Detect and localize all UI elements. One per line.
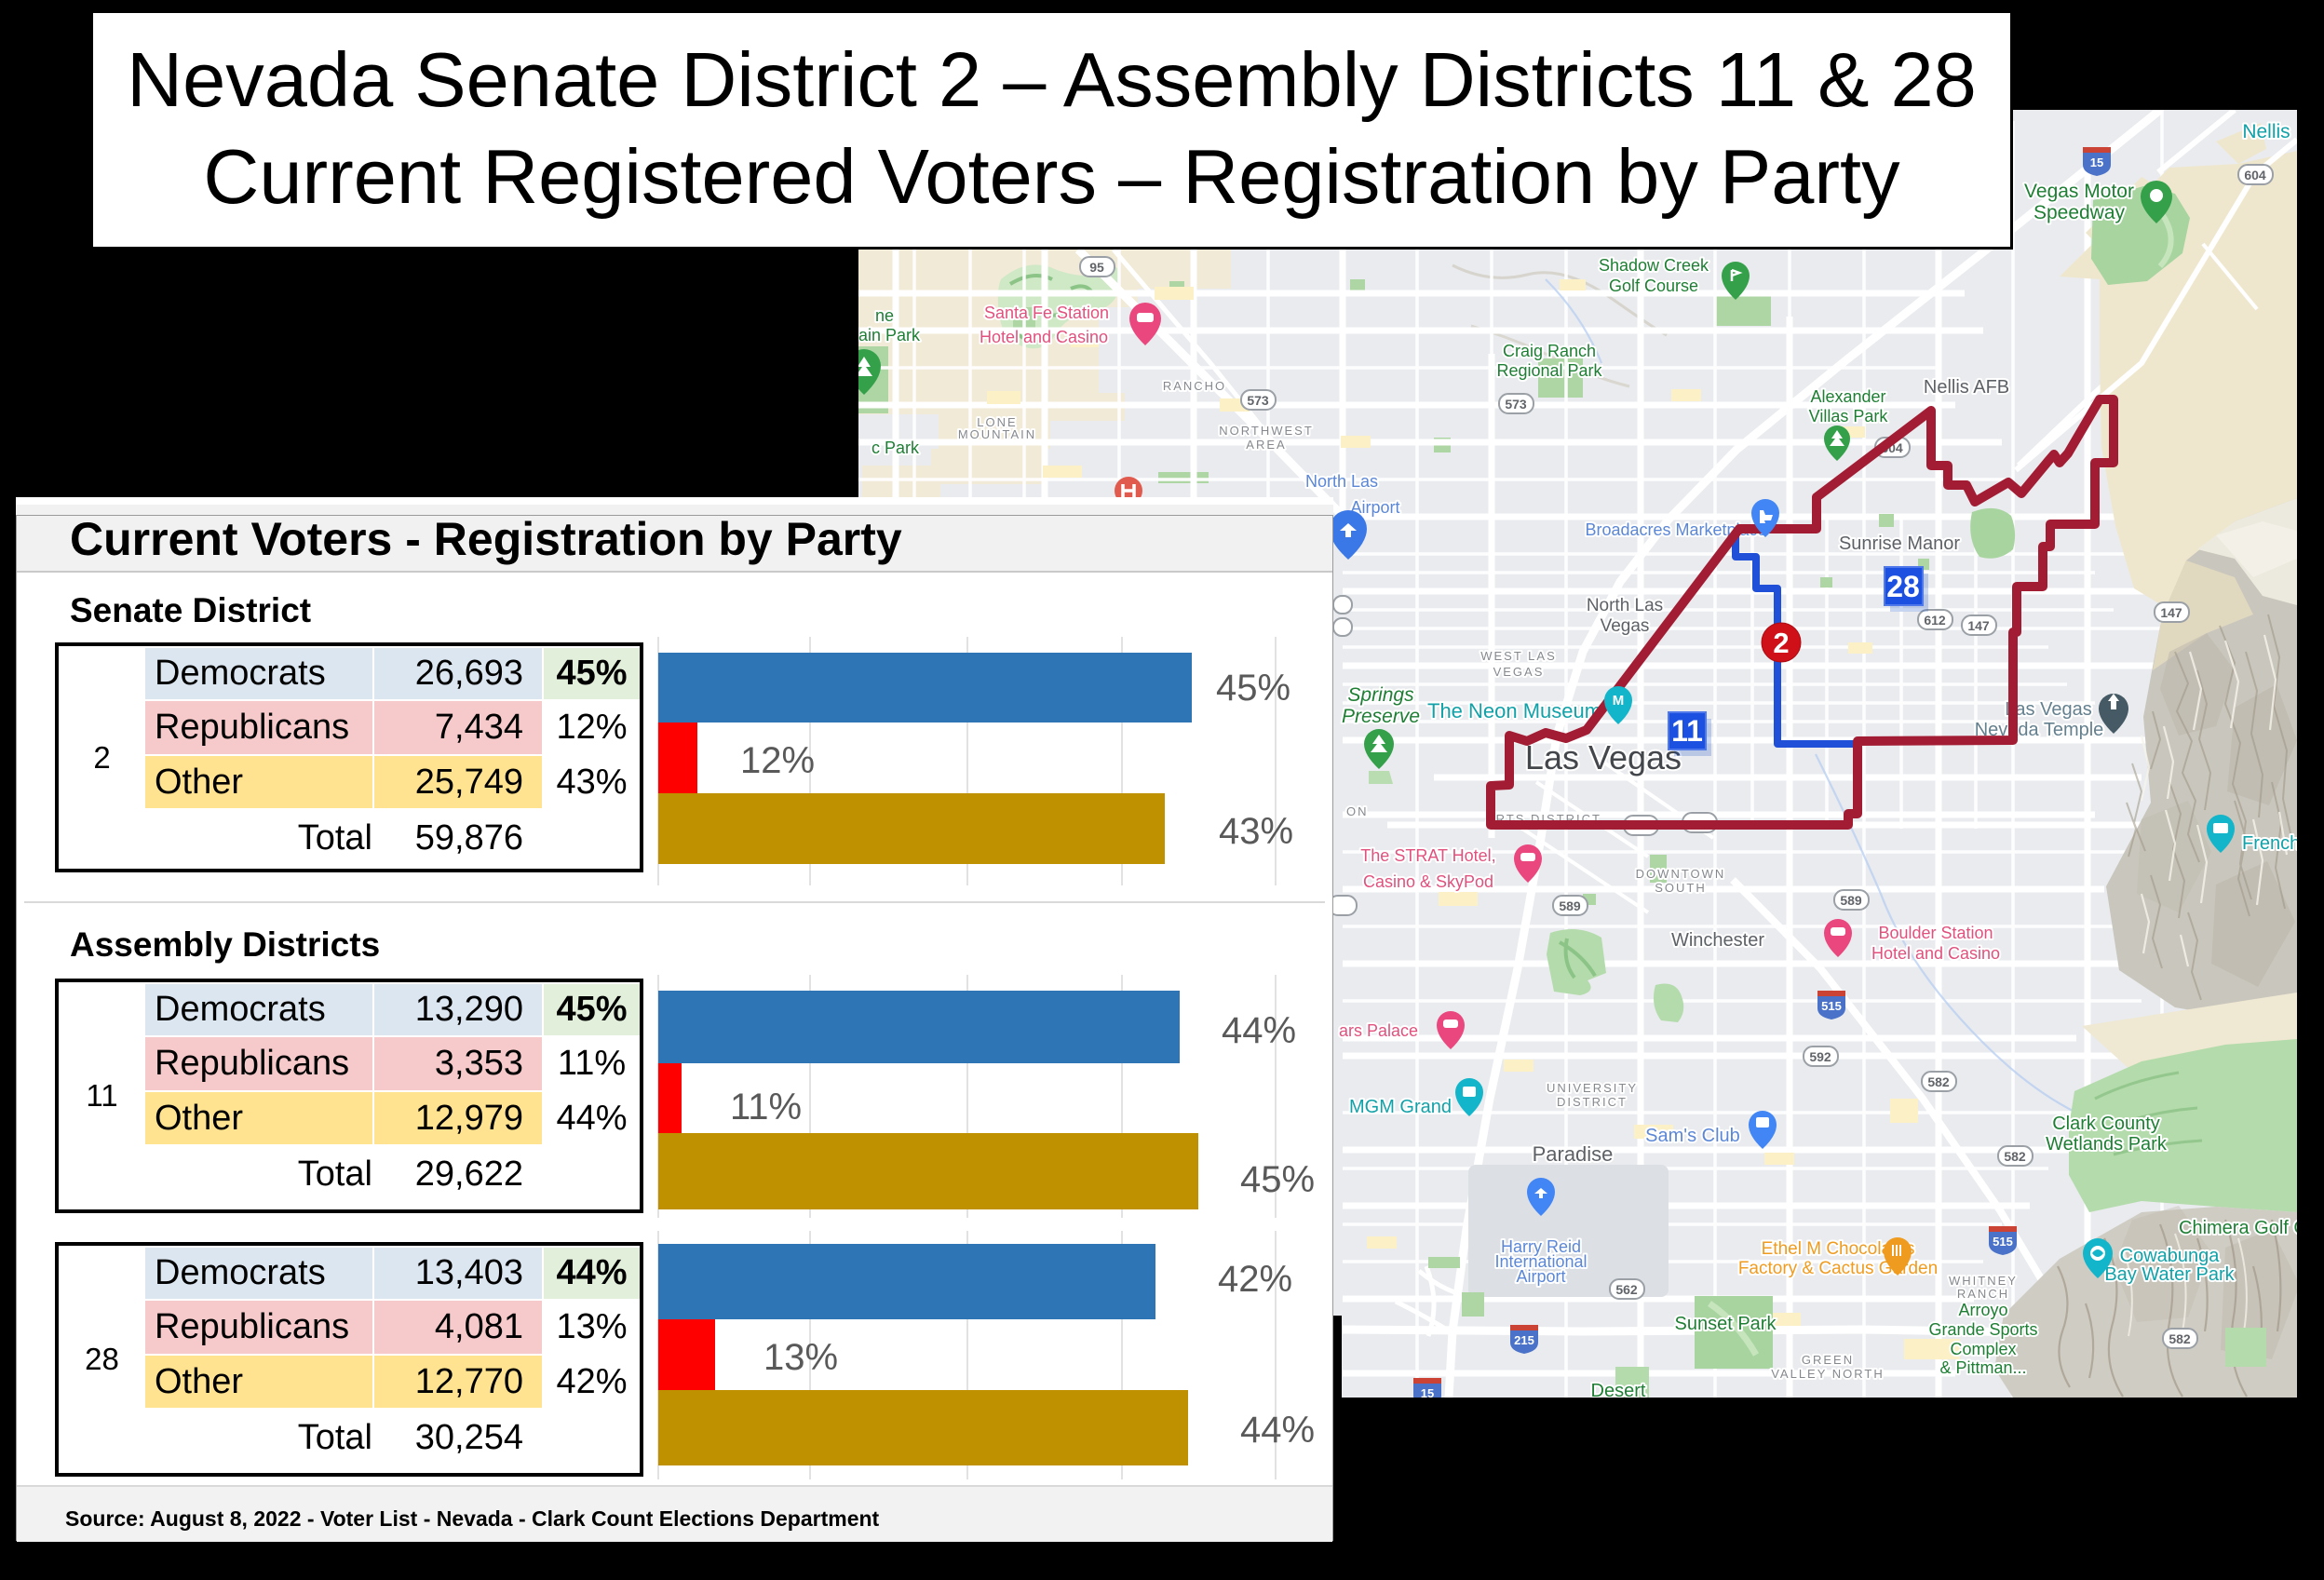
svg-text:Craig Ranch: Craig Ranch <box>1503 342 1596 360</box>
svg-text:147: 147 <box>2160 605 2182 620</box>
svg-text:Sunrise Manor: Sunrise Manor <box>1839 533 1960 554</box>
svg-text:13%: 13% <box>763 1337 838 1378</box>
svg-text:Arroyo: Arroyo <box>1958 1301 2007 1319</box>
svg-text:Boulder Station: Boulder Station <box>1878 924 1993 942</box>
svg-text:Speedway: Speedway <box>2034 202 2126 223</box>
svg-text:2: 2 <box>1773 627 1789 659</box>
svg-text:Casino & SkyPod: Casino & SkyPod <box>1363 872 1493 891</box>
svg-text:Airport: Airport <box>1516 1267 1565 1286</box>
svg-text:Winchester: Winchester <box>1671 930 1764 951</box>
svg-text:The Neon Museum: The Neon Museum <box>1427 699 1601 722</box>
svg-text:589: 589 <box>1840 893 1862 908</box>
svg-text:SOUTH: SOUTH <box>1655 881 1707 895</box>
svg-text:DISTRICT: DISTRICT <box>1557 1095 1628 1109</box>
svg-text:12%: 12% <box>740 740 815 781</box>
svg-text:604: 604 <box>2244 168 2266 182</box>
svg-text:Grande Sports: Grande Sports <box>1928 1320 2037 1339</box>
svg-text:573: 573 <box>1247 393 1269 408</box>
svg-text:11: 11 <box>1671 714 1703 748</box>
svg-text:Regional Park: Regional Park <box>1496 361 1602 380</box>
svg-text:RANCH: RANCH <box>1957 1287 2009 1301</box>
svg-text:582: 582 <box>2004 1149 2026 1164</box>
svg-text:562: 562 <box>1615 1282 1638 1297</box>
svg-text:44%: 44% <box>1240 1410 1315 1451</box>
svg-text:International: International <box>1494 1252 1587 1271</box>
svg-text:NORTHWEST: NORTHWEST <box>1219 424 1314 438</box>
svg-text:Desert: Desert <box>1591 1381 1646 1398</box>
svg-text:LONE: LONE <box>977 415 1017 429</box>
svg-text:Nellis: Nellis <box>2242 121 2290 142</box>
svg-text:Complex: Complex <box>1950 1340 2016 1358</box>
svg-text:ON: ON <box>1346 804 1369 818</box>
svg-text:Las Vegas: Las Vegas <box>1525 738 1682 776</box>
svg-text:582: 582 <box>1927 1074 1950 1089</box>
svg-text:DOWNTOWN: DOWNTOWN <box>1636 867 1726 881</box>
svg-text:45%: 45% <box>1240 1159 1315 1200</box>
svg-text:Clark County: Clark County <box>2052 1114 2160 1134</box>
svg-text:45%: 45% <box>1216 668 1290 709</box>
svg-text:Vegas Motor: Vegas Motor <box>2024 181 2134 202</box>
svg-text:Springs: Springs <box>1347 684 1414 706</box>
svg-text:c Park: c Park <box>872 439 920 457</box>
svg-text:Santa Fe Station: Santa Fe Station <box>984 304 1109 322</box>
svg-text:The STRAT Hotel,: The STRAT Hotel, <box>1360 846 1495 865</box>
svg-text:ain Park: ain Park <box>858 326 921 344</box>
svg-text:95: 95 <box>1089 260 1104 275</box>
svg-text:215: 215 <box>1514 1333 1534 1347</box>
svg-text:UNIVERSITY: UNIVERSITY <box>1547 1081 1638 1095</box>
svg-text:Villas Park: Villas Park <box>1809 407 1889 425</box>
svg-text:Harry Reid: Harry Reid <box>1501 1237 1581 1256</box>
svg-text:44%: 44% <box>1222 1010 1296 1051</box>
svg-text:GREEN: GREEN <box>1802 1353 1854 1367</box>
svg-text:Sunset Park: Sunset Park <box>1675 1314 1777 1334</box>
svg-text:Airport: Airport <box>1350 498 1399 517</box>
svg-text:MOUNTAIN: MOUNTAIN <box>958 427 1036 441</box>
svg-text:15: 15 <box>1421 1386 1434 1398</box>
svg-text:28: 28 <box>1886 570 1920 603</box>
svg-text:M: M <box>1613 693 1625 709</box>
svg-text:WEST LAS: WEST LAS <box>1480 649 1557 663</box>
svg-text:Chimera Golf C: Chimera Golf C <box>2179 1218 2297 1238</box>
svg-text:ars Palace: ars Palace <box>1339 1021 1418 1040</box>
svg-text:Golf Course: Golf Course <box>1609 277 1698 295</box>
svg-text:VEGAS: VEGAS <box>1493 665 1545 679</box>
svg-text:Cowabunga: Cowabunga <box>2120 1246 2221 1266</box>
svg-text:582: 582 <box>2169 1331 2191 1346</box>
svg-text:Hotel and Casino: Hotel and Casino <box>980 328 1108 346</box>
svg-text:Frenchm: Frenchm <box>2242 833 2297 854</box>
svg-text:612: 612 <box>1924 613 1946 628</box>
svg-text:Vegas: Vegas <box>1601 616 1650 636</box>
svg-text:ne: ne <box>875 306 894 325</box>
svg-text:Nellis AFB: Nellis AFB <box>1924 377 2009 398</box>
svg-text:42%: 42% <box>1218 1259 1292 1300</box>
svg-text:Sam's Club: Sam's Club <box>1645 1126 1740 1146</box>
svg-text:573: 573 <box>1505 397 1527 412</box>
svg-text:& Pittman...: & Pittman... <box>1939 1358 2026 1377</box>
svg-text:Hotel and Casino: Hotel and Casino <box>1871 944 2000 963</box>
svg-text:589: 589 <box>1559 898 1581 913</box>
svg-text:11%: 11% <box>730 1087 802 1128</box>
svg-text:515: 515 <box>1821 999 1842 1013</box>
svg-text:VALLEY NORTH: VALLEY NORTH <box>1771 1367 1885 1381</box>
svg-text:RANCHO: RANCHO <box>1163 379 1226 393</box>
svg-text:Wetlands Park: Wetlands Park <box>2046 1134 2168 1155</box>
svg-text:592: 592 <box>1809 1049 1831 1064</box>
svg-text:Paradise: Paradise <box>1533 1142 1614 1166</box>
svg-text:Alexander: Alexander <box>1810 387 1885 406</box>
svg-text:15: 15 <box>2090 155 2103 169</box>
svg-text:43%: 43% <box>1219 811 1293 852</box>
svg-text:147: 147 <box>1967 618 1990 633</box>
svg-text:Preserve: Preserve <box>1342 706 1420 727</box>
svg-text:WHITNEY: WHITNEY <box>1949 1274 2018 1288</box>
svg-text:Bay Water Park: Bay Water Park <box>2104 1264 2235 1285</box>
svg-text:515: 515 <box>1993 1235 2013 1249</box>
svg-text:North Las: North Las <box>1305 472 1378 491</box>
svg-text:Las Vegas: Las Vegas <box>2005 699 2091 720</box>
svg-text:AREA: AREA <box>1246 438 1286 452</box>
svg-text:MGM Grand: MGM Grand <box>1349 1097 1452 1117</box>
svg-text:Nevada Temple: Nevada Temple <box>1975 720 2104 740</box>
svg-text:North Las: North Las <box>1587 596 1663 615</box>
svg-text:Shadow Creek: Shadow Creek <box>1599 256 1709 275</box>
